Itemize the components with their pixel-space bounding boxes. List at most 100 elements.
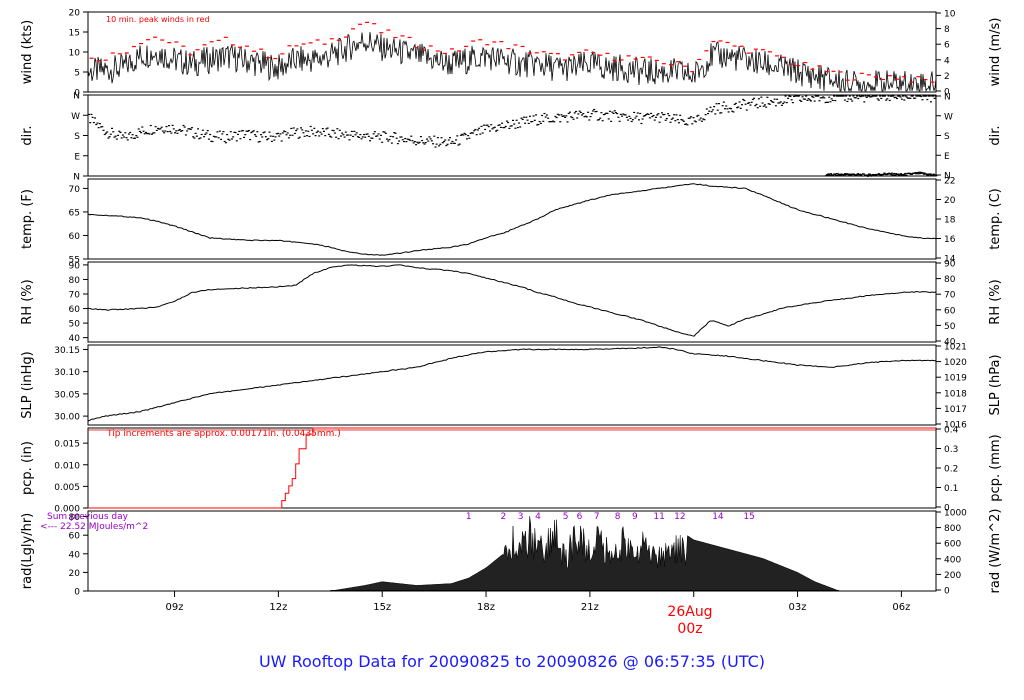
peak-wind-mark — [287, 45, 292, 47]
dir-point — [839, 95, 842, 97]
dir-point — [862, 95, 865, 97]
dir-point — [372, 133, 375, 135]
y-tick-label-left: 80 — [69, 276, 81, 286]
dir-point — [782, 102, 785, 105]
dir-point — [211, 140, 214, 143]
y-tick-label-right: E — [944, 152, 950, 162]
peak-wind-mark — [407, 36, 412, 39]
dir-point — [413, 140, 416, 143]
dir-point — [424, 141, 427, 144]
dir-point — [829, 101, 832, 103]
dir-point — [273, 139, 276, 141]
dir-point — [618, 120, 621, 122]
dir-point — [613, 110, 616, 112]
peak-wind-mark — [612, 59, 617, 62]
peak-wind-mark — [775, 55, 779, 57]
y-tick-label-left: 40 — [69, 334, 81, 344]
peak-wind-mark — [591, 51, 596, 54]
peak-wind-mark — [280, 53, 285, 55]
peak-wind-mark — [421, 49, 426, 51]
rad-event-label: 4 — [535, 512, 541, 522]
peak-wind-mark — [852, 79, 857, 81]
dir-point — [726, 108, 729, 110]
dir-point — [902, 95, 905, 97]
dir-point — [932, 95, 935, 97]
dir-point — [239, 138, 242, 140]
dir-point — [679, 114, 682, 116]
dir-point — [841, 173, 844, 176]
dir-point — [355, 132, 358, 134]
y-tick-label-right: 0.4 — [944, 426, 959, 436]
peak-wind-mark — [195, 49, 200, 51]
dir-point — [737, 106, 740, 108]
peak-wind-mark — [881, 78, 885, 81]
peak-wind-mark — [237, 46, 242, 48]
dir-point — [127, 133, 130, 135]
peak-wind-mark — [888, 75, 893, 77]
y-tick-label-right: 16 — [944, 235, 956, 245]
dir-point — [931, 95, 934, 97]
dir-point — [198, 138, 201, 140]
dir-point — [650, 112, 653, 115]
dir-point — [899, 96, 902, 98]
dir-point — [784, 95, 787, 97]
dir-point — [917, 95, 920, 97]
dir-point — [503, 126, 506, 129]
dir-point — [653, 119, 656, 121]
dir-point — [713, 106, 716, 108]
y-axis-label-right: pcp. (mm) — [988, 434, 1003, 501]
dir-point — [274, 136, 277, 138]
peak-wind-mark — [223, 36, 228, 38]
dir-point — [356, 136, 359, 138]
dir-point — [571, 116, 574, 119]
dir-point — [461, 133, 464, 135]
dir-point — [659, 116, 662, 118]
dir-point — [194, 132, 197, 134]
dir-point — [221, 133, 224, 135]
y-tick-label-right: 2 — [944, 72, 950, 82]
dir-point — [898, 174, 901, 176]
dir-point — [446, 143, 449, 145]
dir-point — [677, 122, 680, 124]
dir-point — [327, 133, 330, 135]
dir-point — [234, 131, 237, 134]
y-axis-label-right: temp. (C) — [988, 188, 1003, 250]
y-tick-label-right: 0 — [944, 504, 950, 514]
dir-point — [117, 134, 120, 136]
radiation-area — [330, 516, 840, 592]
rad-event-label: 14 — [712, 512, 724, 522]
y-tick-label-right: 40 — [944, 338, 956, 348]
dir-point — [715, 103, 718, 105]
dir-point — [449, 137, 452, 139]
dir-point — [192, 136, 195, 138]
dir-point — [95, 123, 98, 126]
dir-point — [458, 143, 461, 145]
dir-point — [839, 174, 842, 176]
dir-point — [628, 115, 631, 117]
dir-point — [629, 117, 632, 120]
dir-point — [438, 145, 441, 147]
dir-point — [892, 174, 895, 176]
peak-wind-mark — [626, 55, 631, 57]
dir-point — [554, 115, 557, 118]
peak-wind-mark — [732, 45, 737, 47]
dir-point — [100, 126, 103, 128]
dir-point — [849, 98, 852, 100]
peak-wind-mark — [117, 53, 122, 55]
dir-point — [876, 98, 879, 100]
dir-point — [318, 135, 321, 137]
dir-point — [253, 134, 256, 136]
dir-point — [227, 138, 230, 140]
dir-point — [851, 100, 854, 102]
dir-point — [285, 134, 288, 136]
dir-point — [377, 133, 380, 135]
dir-point — [588, 119, 591, 121]
dir-point — [148, 133, 151, 135]
rad-event-label: 9 — [632, 512, 638, 522]
peak-wind-mark — [746, 52, 751, 54]
dir-point — [922, 172, 925, 174]
dir-point — [853, 173, 856, 176]
dir-point — [722, 101, 725, 103]
